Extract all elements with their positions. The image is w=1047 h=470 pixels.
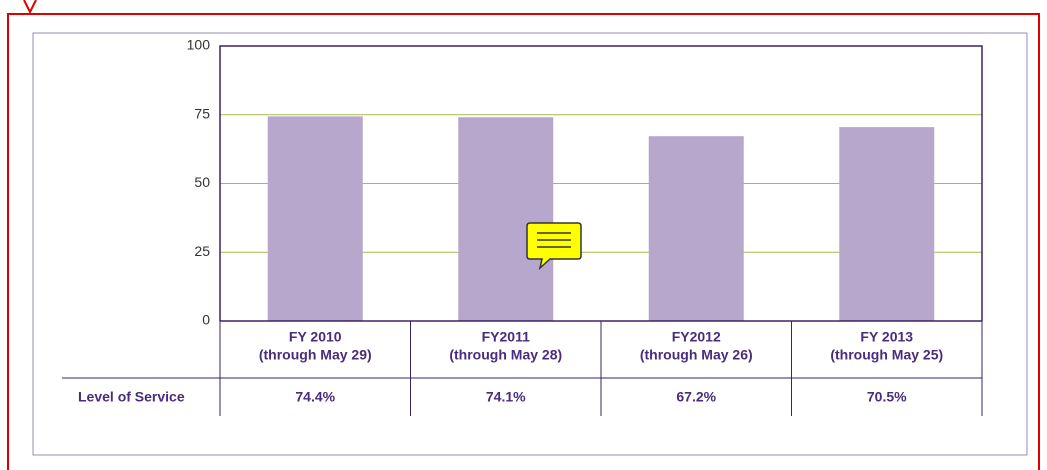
x-tick-label: FY2011 (482, 329, 530, 345)
panel (32, 32, 1028, 456)
frame (7, 13, 1040, 470)
value-label: 74.4% (295, 389, 335, 405)
value-label: 70.5% (867, 389, 907, 405)
bar (648, 136, 744, 321)
plot-border (219, 45, 983, 321)
bar (458, 117, 554, 321)
bar (839, 127, 935, 321)
x-tick-label: (through May 29) (259, 347, 372, 363)
arrow (23, 0, 37, 15)
x-tick-label: FY 2010 (289, 329, 342, 345)
y-tick-label: 0 (202, 312, 210, 328)
series-name: Level of Service (78, 389, 185, 405)
x-tick-label: (through May 28) (449, 347, 562, 363)
comment-icon (526, 222, 582, 271)
x-tick-label: (through May 26) (640, 347, 753, 363)
y-tick-label: 75 (194, 105, 210, 121)
x-tick-label: FY2012 (672, 329, 721, 345)
bar (267, 116, 363, 322)
x-tick-label: (through May 25) (830, 347, 943, 363)
y-tick-label: 100 (187, 37, 211, 53)
y-tick-label: 50 (194, 174, 210, 190)
y-tick-label: 25 (194, 243, 210, 259)
value-label: 67.2% (676, 389, 716, 405)
value-label: 74.1% (486, 389, 526, 405)
x-tick-label: FY 2013 (860, 329, 913, 345)
